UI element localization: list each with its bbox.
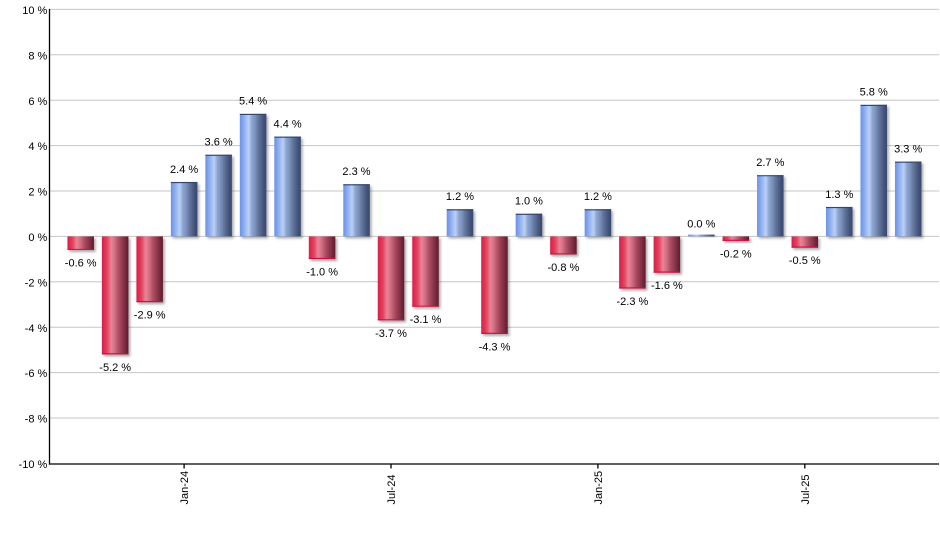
svg-text:-3.1 %: -3.1 % bbox=[410, 314, 442, 326]
svg-text:Jan-24: Jan-24 bbox=[179, 471, 191, 505]
svg-text:-6 %: -6 % bbox=[25, 368, 48, 380]
svg-text:4.4 %: 4.4 % bbox=[274, 118, 302, 130]
svg-text:8 %: 8 % bbox=[28, 50, 47, 62]
svg-text:-0.6 %: -0.6 % bbox=[65, 257, 97, 269]
svg-text:-4 %: -4 % bbox=[25, 323, 48, 335]
svg-text:-0.5 %: -0.5 % bbox=[789, 255, 821, 267]
svg-text:1.3 %: 1.3 % bbox=[825, 189, 853, 201]
svg-text:-10 %: -10 % bbox=[19, 459, 48, 471]
svg-text:Jul-25: Jul-25 bbox=[800, 475, 812, 505]
svg-text:-5.2 %: -5.2 % bbox=[99, 362, 131, 374]
svg-text:2.4 %: 2.4 % bbox=[170, 164, 198, 176]
svg-text:Jan-25: Jan-25 bbox=[593, 471, 605, 505]
svg-text:0.0 %: 0.0 % bbox=[687, 218, 715, 230]
svg-text:2 %: 2 % bbox=[28, 187, 47, 199]
svg-text:3.3 %: 3.3 % bbox=[894, 143, 922, 155]
svg-text:-2.3 %: -2.3 % bbox=[617, 296, 649, 308]
svg-text:1.2 %: 1.2 % bbox=[446, 191, 474, 203]
svg-text:-0.2 %: -0.2 % bbox=[720, 248, 752, 260]
svg-text:-2.9 %: -2.9 % bbox=[134, 310, 166, 322]
svg-text:-1.0 %: -1.0 % bbox=[306, 267, 338, 279]
svg-text:5.4 %: 5.4 % bbox=[239, 96, 267, 108]
svg-text:2.3 %: 2.3 % bbox=[342, 166, 370, 178]
svg-text:Jul-24: Jul-24 bbox=[386, 475, 398, 505]
svg-text:-4.3 %: -4.3 % bbox=[479, 341, 511, 353]
svg-text:-3.7 %: -3.7 % bbox=[375, 328, 407, 340]
svg-text:-0.8 %: -0.8 % bbox=[548, 262, 580, 274]
svg-text:2.7 %: 2.7 % bbox=[756, 157, 784, 169]
svg-text:3.6 %: 3.6 % bbox=[205, 137, 233, 149]
svg-text:1.2 %: 1.2 % bbox=[584, 191, 612, 203]
svg-text:1.0 %: 1.0 % bbox=[515, 196, 543, 208]
svg-text:-2 %: -2 % bbox=[25, 277, 48, 289]
svg-text:10 %: 10 % bbox=[22, 5, 47, 17]
svg-text:6 %: 6 % bbox=[28, 96, 47, 108]
svg-text:-1.6 %: -1.6 % bbox=[651, 280, 683, 292]
svg-text:5.8 %: 5.8 % bbox=[860, 87, 888, 99]
svg-text:4 %: 4 % bbox=[28, 141, 47, 153]
svg-text:0 %: 0 % bbox=[28, 232, 47, 244]
svg-text:-8 %: -8 % bbox=[25, 414, 48, 426]
